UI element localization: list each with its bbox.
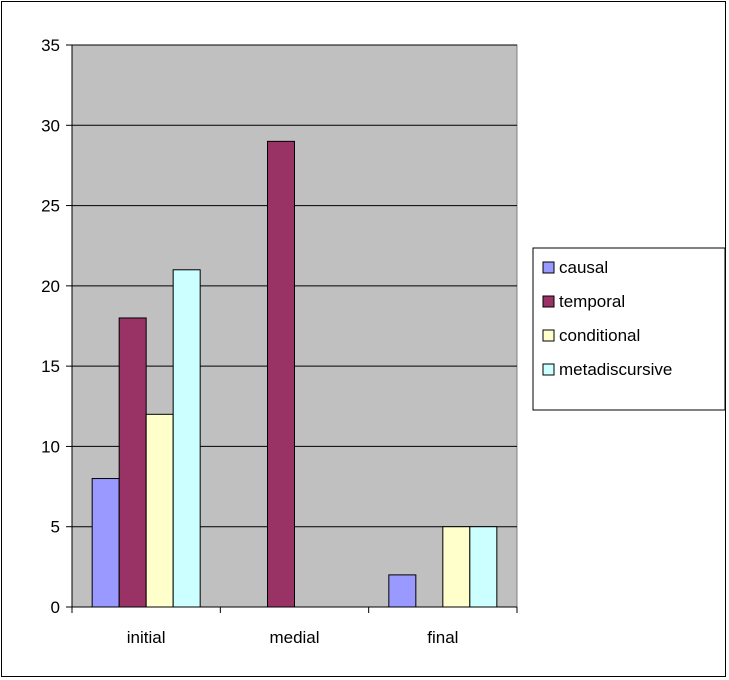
legend-swatch-metadiscursive — [542, 363, 555, 376]
y-tick-label: 25 — [41, 197, 60, 216]
y-tick-label: 5 — [51, 518, 60, 537]
x-tick-label: initial — [127, 628, 166, 647]
legend-label: conditional — [559, 326, 640, 345]
y-tick-label: 15 — [41, 357, 60, 376]
y-tick-label: 35 — [41, 36, 60, 55]
legend-label: metadiscursive — [559, 360, 672, 379]
plot-area: 0 5 10 15 20 25 30 35 initial medial final — [41, 36, 518, 647]
legend-swatch-temporal — [542, 295, 555, 308]
x-tick-label: final — [427, 628, 458, 647]
legend-swatch-conditional — [542, 329, 555, 342]
bar-temporal-initial — [118, 317, 147, 608]
y-tick-label: 30 — [41, 116, 60, 135]
legend-label: causal — [559, 258, 608, 277]
y-tick-label: 0 — [51, 598, 60, 617]
legend-swatch-causal — [542, 261, 555, 274]
x-tick-label: medial — [269, 628, 319, 647]
bar-causal-initial — [91, 478, 120, 608]
y-tick-label: 10 — [41, 437, 60, 456]
bar-causal-final — [388, 574, 417, 608]
legend: causal temporal conditional metadiscursive — [532, 247, 726, 411]
bar-metadiscursive-initial — [172, 269, 201, 608]
bar-metadiscursive-final — [469, 526, 498, 608]
bar-temporal-medial — [267, 140, 295, 608]
bar-conditional-initial — [145, 413, 174, 608]
legend-box — [532, 247, 726, 411]
bar-conditional-final — [442, 526, 471, 608]
y-tick-label: 20 — [41, 277, 60, 296]
legend-label: temporal — [559, 292, 625, 311]
